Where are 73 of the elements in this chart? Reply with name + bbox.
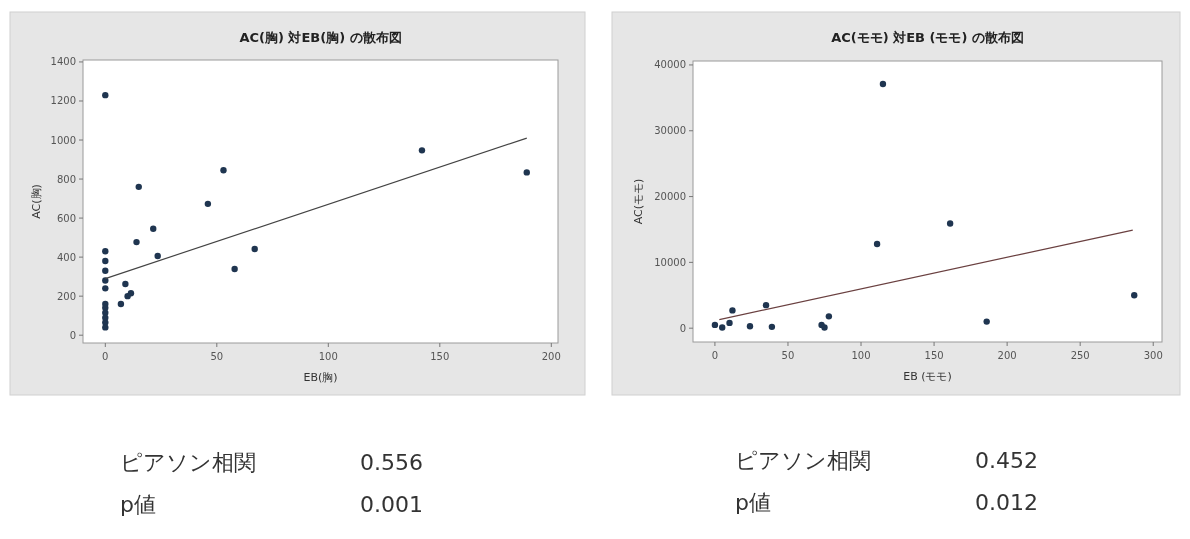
y-tick-label: 20000 (654, 191, 686, 203)
point (102, 304, 109, 312)
y-tick-label: 40000 (654, 59, 686, 71)
point (729, 307, 736, 314)
text: p値 (120, 492, 156, 517)
point (102, 324, 109, 331)
point (418, 147, 426, 154)
x-tick-label: 200 (541, 351, 561, 362)
point (983, 318, 990, 325)
x-tick-label: 0 (711, 350, 719, 361)
x-tick-label: 150 (924, 350, 944, 361)
y-tick-label: 30000 (654, 125, 686, 137)
point (102, 267, 109, 274)
point (133, 238, 140, 246)
point (102, 91, 109, 99)
point (117, 300, 125, 308)
x-tick-label: 300 (1143, 350, 1163, 361)
y-tick-label: 400 (56, 251, 76, 263)
x-tick-label: 250 (1070, 350, 1090, 361)
y-tick-label: 600 (56, 212, 76, 224)
point (762, 301, 770, 309)
text: 0.452 (975, 448, 1038, 473)
point (251, 245, 258, 253)
y-tick-label: 1000 (50, 134, 76, 146)
x-axis-title: EB(胸) (303, 371, 338, 384)
chart-title: AC(モモ) 対EB (モモ) の散布図 (831, 30, 1024, 45)
text: 0.001 (360, 492, 423, 517)
y-tick-label: 1200 (50, 95, 76, 107)
point (102, 248, 109, 255)
y-tick-label: 10000 (654, 256, 686, 268)
text: p値 (735, 490, 771, 515)
point (768, 323, 776, 331)
y-tick-label: 1400 (50, 56, 76, 68)
x-tick-label: 100 (851, 350, 871, 361)
point (711, 321, 719, 329)
y-axis-title: AC(モモ) (632, 178, 645, 225)
point (719, 324, 726, 331)
point (231, 265, 238, 273)
y-tick-label: 800 (56, 173, 76, 185)
text: 0.556 (360, 450, 423, 475)
point (102, 257, 109, 265)
y-tick-label: 0 (69, 329, 76, 341)
y-tick-label: 0 (679, 322, 686, 334)
point (124, 292, 131, 300)
text: ピアソン相関 (735, 448, 871, 473)
x-axis-title: EB (モモ) (903, 370, 952, 383)
point (825, 313, 833, 320)
x-tick-label: 50 (781, 350, 795, 361)
text: ピアソン相関 (120, 450, 256, 475)
point (135, 183, 142, 191)
point (726, 319, 733, 327)
point (746, 323, 754, 330)
point (879, 80, 887, 88)
point (946, 220, 954, 227)
y-axis-title: AC(胸) (30, 184, 43, 219)
point (1131, 292, 1138, 299)
point (523, 169, 530, 176)
text: 0.012 (975, 490, 1038, 515)
point (220, 167, 227, 174)
x-tick-label: 200 (997, 350, 1017, 361)
point (102, 285, 109, 292)
point (150, 225, 157, 233)
x-tick-label: 100 (318, 351, 338, 362)
point (204, 200, 212, 208)
chart-title: AC(胸) 対EB(胸) の散布図 (239, 30, 402, 45)
x-tick-label: 150 (430, 351, 450, 362)
point (122, 280, 129, 288)
point (154, 252, 161, 260)
x-tick-label: 0 (102, 351, 109, 362)
x-tick-label: 50 (210, 351, 224, 362)
point (102, 277, 109, 284)
y-tick-label: 200 (56, 290, 76, 302)
point (873, 240, 881, 248)
